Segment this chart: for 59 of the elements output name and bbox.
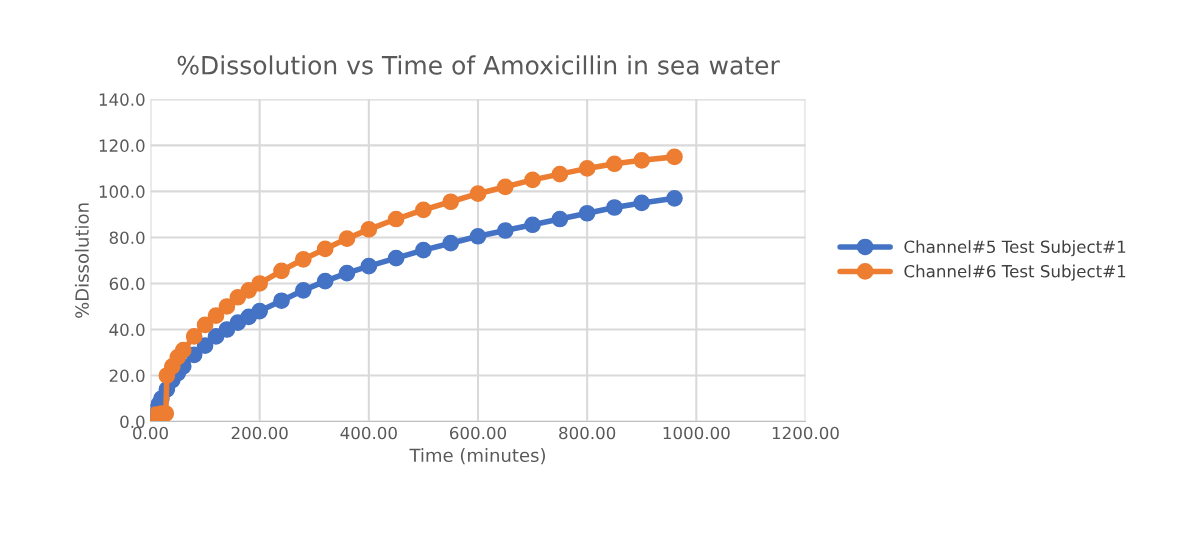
point (185, 328, 203, 345)
point (469, 227, 487, 245)
x-tick-label: 600.00 (449, 426, 507, 440)
x-tick-label: 0.00 (133, 426, 168, 440)
x-axis-title: Time (minutes) (409, 448, 545, 465)
x-tick-label: 800.00 (559, 426, 616, 440)
y-tick-label: 120.0 (99, 139, 145, 152)
point (415, 241, 432, 259)
point (551, 210, 569, 228)
point (666, 148, 683, 166)
x-tick-label: 200.00 (231, 426, 288, 440)
x-tick-label: 1200.00 (772, 426, 839, 440)
legend-label: Channel#6 Test Subject#1 (904, 264, 1126, 281)
point (174, 341, 192, 359)
point (294, 250, 312, 268)
point (469, 185, 487, 203)
point (294, 282, 312, 299)
point (207, 307, 225, 325)
x-tick-label: 1000.00 (663, 426, 730, 440)
y-tick-label: 40.0 (109, 323, 145, 337)
point (633, 194, 651, 212)
point (524, 216, 541, 234)
point (524, 171, 541, 189)
y-tick-label: 60.0 (109, 277, 145, 291)
point (273, 292, 290, 310)
point (415, 201, 432, 219)
point (578, 204, 596, 222)
point (338, 264, 356, 282)
y-tick-label: 20.0 (109, 369, 145, 383)
point (442, 193, 460, 211)
point (387, 210, 405, 228)
chart-title: %Dissolution vs Time of Amoxicillin in sea water (177, 55, 780, 75)
point (496, 222, 514, 239)
point (606, 155, 623, 173)
point (196, 316, 214, 334)
y-axis-title: %Dissolution (74, 203, 89, 318)
point (360, 257, 378, 275)
point (578, 160, 596, 177)
point (606, 199, 623, 216)
point (496, 178, 514, 196)
point (338, 230, 356, 247)
point (273, 262, 290, 280)
point (633, 151, 651, 169)
point (218, 298, 236, 315)
point (551, 165, 569, 183)
point (316, 272, 334, 290)
legend-label: Channel#5 Test Subject#1 (904, 240, 1126, 257)
x-tick-label: 400.00 (340, 426, 397, 440)
point (251, 302, 268, 320)
point (316, 240, 334, 258)
y-tick-label: 0.0 (120, 415, 145, 429)
point (666, 189, 683, 207)
y-tick-label: 140.0 (99, 93, 145, 106)
point (387, 249, 405, 267)
y-tick-label: 100.0 (99, 185, 145, 198)
y-tick-label: 80.0 (109, 231, 145, 244)
point (360, 221, 378, 238)
point (251, 275, 268, 292)
point (442, 234, 460, 252)
